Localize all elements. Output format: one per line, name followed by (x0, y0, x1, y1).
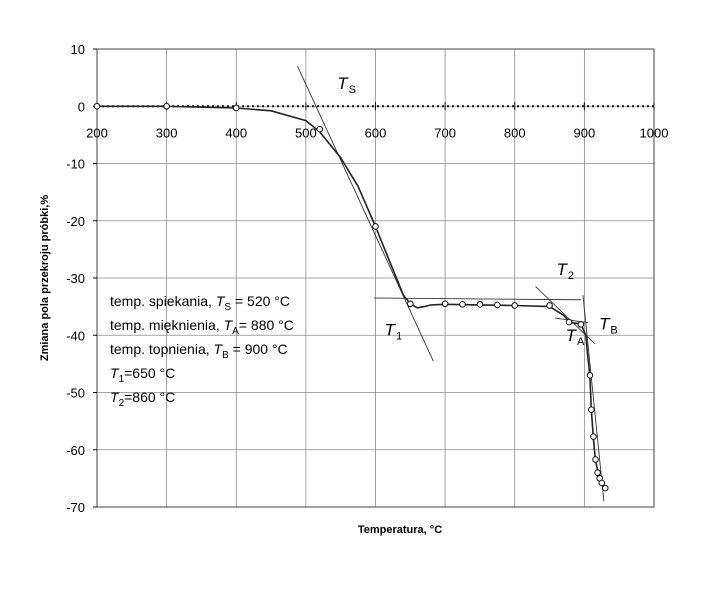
y-tick-label--60: -60 (66, 443, 85, 458)
data-point-14 (586, 372, 594, 379)
y-tick-label-10: 10 (71, 42, 85, 57)
data-point-1 (163, 102, 170, 110)
x-axis-title: Temperatura, °C (358, 524, 442, 536)
x-tick-label-300: 300 (156, 125, 178, 140)
data-point-3 (316, 125, 324, 133)
data-point-2 (232, 104, 240, 112)
tangent-line-0 (297, 65, 434, 362)
legend-entry-1: temp. mięknienia, TA= 880 °C (110, 317, 294, 337)
data-point-15 (588, 406, 595, 413)
data-point-21 (601, 484, 609, 492)
y-tick-label--40: -40 (66, 328, 85, 343)
x-tick-label-700: 700 (434, 125, 456, 140)
data-point-6 (441, 300, 449, 308)
y-tick-label--70: -70 (66, 500, 85, 515)
legend: temp. spiekania, TS = 520 °C temp. miękni… (110, 293, 294, 409)
x-tick-labels: 200 300 400 500 600 700 800 900 1000 (86, 125, 668, 140)
y-axis-title: Zmiana pola przekroju próbki,% (39, 195, 51, 361)
data-point-12 (565, 318, 573, 326)
legend-entry-4: T2=860 °C (110, 389, 175, 409)
data-point-17 (592, 456, 599, 463)
data-point-13 (577, 321, 585, 328)
x-tick-label-800: 800 (504, 125, 526, 140)
data-point-7 (459, 301, 466, 308)
y-tick-label--20: -20 (66, 214, 85, 229)
legend-entry-2: temp. topnienia, TB = 900 °C (110, 341, 288, 361)
tangent-line-4 (582, 295, 605, 502)
data-point-10 (511, 302, 519, 309)
legend-entry-3: T1=650 °C (110, 365, 175, 385)
data-point-20 (598, 479, 606, 487)
legend-entry-0: temp. spiekania, TS = 520 °C (110, 293, 290, 313)
tangent-line-1 (374, 297, 581, 301)
data-point-9 (494, 301, 501, 309)
x-tick-label-400: 400 (225, 125, 247, 140)
annotations: TS T1 T2 TA TB (337, 74, 618, 348)
annotation-T-1: T1 (385, 320, 403, 342)
data-markers (93, 102, 609, 492)
data-point-8 (476, 301, 484, 308)
x-tick-label-900: 900 (574, 125, 596, 140)
data-point-18 (594, 469, 601, 476)
annotation-T-2: T2 (557, 260, 575, 282)
data-point-11 (546, 302, 553, 309)
data-point-5 (407, 300, 414, 308)
y-tick-label--10: -10 (66, 157, 85, 172)
data-point-16 (590, 433, 597, 440)
y-tick-labels: 10 0 -10 -20 -30 -40 -50 -60 -70 (66, 42, 85, 515)
x-tick-label-1000: 1000 (640, 125, 669, 140)
y-tick-label--30: -30 (66, 271, 85, 286)
annotation-T-A: TA (566, 326, 585, 348)
data-point-0 (93, 102, 101, 110)
y-tick-label-0: 0 (78, 99, 85, 114)
y-tick-label--50: -50 (66, 386, 85, 401)
x-tick-label-200: 200 (86, 125, 108, 140)
annotation-T-B: TB (599, 315, 618, 337)
x-tick-label-600: 600 (365, 125, 387, 140)
annotation-T-S: TS (337, 74, 356, 96)
data-point-4 (372, 223, 379, 230)
x-tick-label-500: 500 (295, 125, 317, 140)
